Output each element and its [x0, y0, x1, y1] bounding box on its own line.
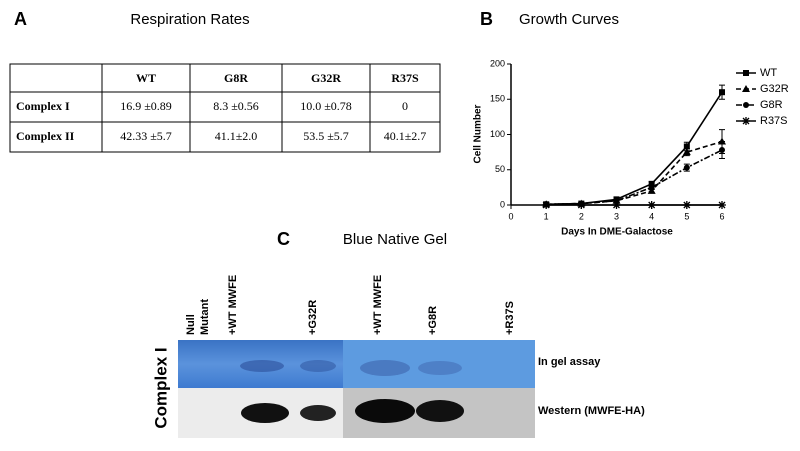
table-header: R37S — [391, 71, 419, 85]
table-cell: 0 — [402, 99, 408, 113]
lane-label: Mutant — [199, 299, 211, 335]
marker — [743, 102, 749, 108]
band — [355, 399, 415, 423]
y-tick-label: 150 — [490, 94, 505, 104]
line — [546, 140, 723, 206]
table-cell: 41.1±2.0 — [215, 129, 258, 143]
y-tick-label: 50 — [495, 164, 505, 174]
marker — [742, 117, 750, 125]
band — [416, 400, 464, 422]
band — [240, 360, 284, 372]
table-cell: 8.3 ±0.56 — [213, 99, 259, 113]
table-border — [9, 63, 441, 153]
marker — [648, 184, 655, 191]
band — [300, 360, 336, 372]
marker — [613, 197, 620, 204]
gel-labels: Null Mutant +WT MWFE +G32R +WT MWFE +G8R +R37S… — [185, 275, 645, 417]
row-label: In gel assay — [538, 356, 601, 368]
band — [360, 360, 410, 376]
lane-label: +R37S — [504, 301, 516, 335]
y-tick-label: 0 — [500, 199, 505, 209]
line — [546, 149, 723, 206]
marker — [718, 201, 726, 209]
panel-title: Respiration Rates — [130, 11, 249, 28]
table-header: G8R — [224, 71, 248, 85]
lane-label: Null — [185, 314, 197, 335]
line — [546, 91, 723, 206]
y-axis-label: Cell Number — [473, 104, 484, 163]
x-tick-label: 1 — [544, 211, 549, 221]
marker — [682, 148, 691, 156]
lane-label: +WT MWFE — [372, 275, 384, 335]
y-tick-label: 200 — [490, 58, 505, 68]
legend-label: R37S — [760, 115, 788, 127]
marker — [682, 201, 691, 209]
x-tick-label: 5 — [684, 211, 689, 221]
chart-title: Growth Curves — [519, 11, 619, 28]
marker — [719, 147, 725, 154]
table-cell: 16.9 ±0.89 — [120, 99, 172, 113]
panel-letter: B — [480, 9, 493, 29]
lane-label: +G8R — [427, 306, 439, 335]
lane-label: +G32R — [307, 300, 319, 335]
marker — [648, 180, 655, 187]
marker — [683, 164, 690, 171]
marker — [742, 85, 750, 92]
row-header: Complex I — [16, 99, 70, 113]
x-axis-label: Days In DME-Galactose — [561, 227, 673, 238]
gel-image — [178, 340, 535, 438]
side-label: Complex I — [151, 347, 170, 428]
marker — [719, 89, 725, 96]
table-cell: 42.33 ±5.7 — [120, 129, 172, 143]
band — [418, 361, 462, 375]
panel-letter: A — [14, 9, 27, 29]
marker — [647, 186, 656, 194]
table-cell: 53.5 ±5.7 — [303, 129, 349, 143]
table-header: WT — [136, 71, 156, 85]
line-chart: 0 50 100 150 200 0 1 2 3 4 5 6 WT G32R G8R R37S — [490, 58, 789, 221]
x-tick-label: 6 — [719, 211, 724, 221]
row-label: Western (MWFE-HA) — [538, 405, 645, 417]
table: WT G8R G32R R37S Complex I 16.9 ±0.89 8.3 ±0.5… — [9, 63, 441, 153]
marker — [542, 201, 551, 209]
band — [241, 403, 289, 423]
panel-title: Blue Native Gel — [343, 231, 447, 248]
x-tick-label: 2 — [579, 211, 584, 221]
marker — [743, 70, 749, 76]
table-cell: 10.0 ±0.78 — [300, 99, 352, 113]
row-header: Complex II — [16, 129, 75, 143]
legend-label: G8R — [760, 99, 783, 111]
panel-letter: C — [277, 229, 290, 249]
marker — [683, 143, 690, 150]
band — [300, 405, 336, 421]
lane-label: +WT MWFE — [227, 275, 239, 335]
x-tick-label: 0 — [508, 211, 513, 221]
x-tick-label: 4 — [649, 211, 654, 221]
table-cell: 40.1±2.7 — [384, 129, 427, 143]
legend-label: G32R — [760, 83, 789, 95]
y-tick-label: 100 — [490, 129, 505, 139]
table-header: G32R — [311, 71, 341, 85]
marker — [647, 201, 656, 209]
marker — [577, 201, 586, 209]
marker — [612, 201, 621, 209]
legend-label: WT — [760, 67, 777, 79]
x-tick-label: 3 — [614, 211, 619, 221]
